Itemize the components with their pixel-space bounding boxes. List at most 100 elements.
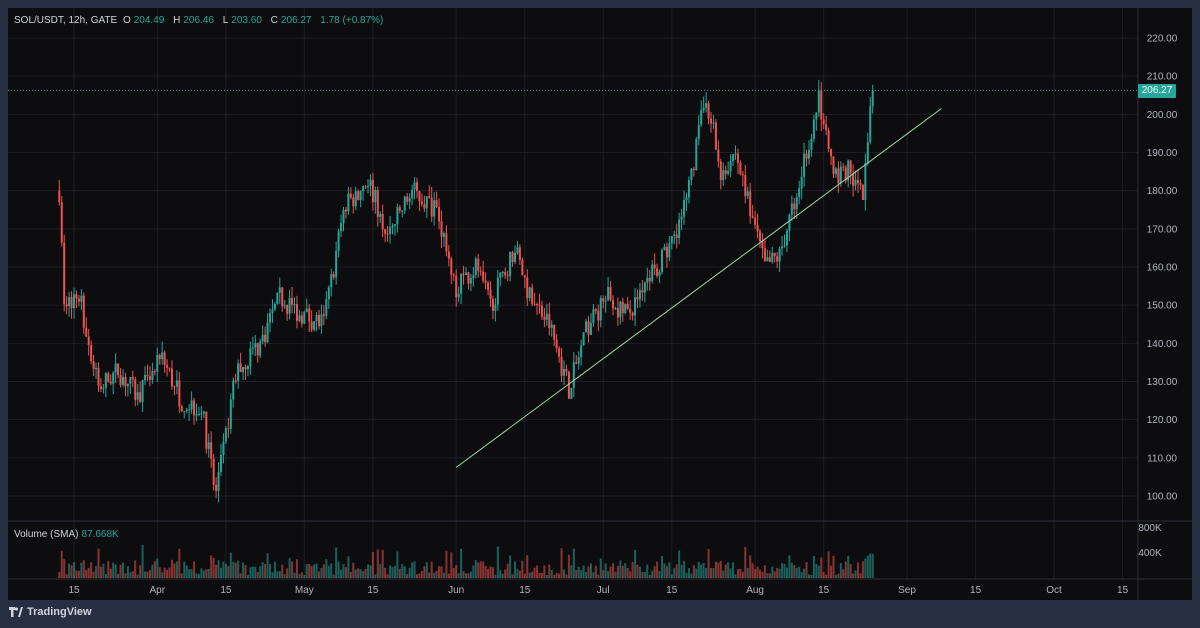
candle-body — [727, 170, 730, 174]
low-value: 203.60 — [231, 15, 262, 26]
candle-body — [156, 354, 159, 372]
candle-body — [364, 186, 367, 188]
volume-bar — [465, 573, 467, 578]
volume-bar — [609, 566, 612, 578]
volume-bar — [393, 565, 396, 578]
volume-bar — [670, 574, 673, 578]
candle-body — [785, 230, 788, 246]
volume-bar — [114, 564, 117, 578]
candle-body — [577, 357, 580, 364]
open-value: 204.49 — [133, 15, 165, 26]
volume-bar — [820, 557, 823, 578]
volume-bar — [305, 564, 308, 578]
candle-body — [719, 161, 722, 181]
volume-bar — [616, 565, 619, 578]
candle-body — [161, 352, 164, 360]
candle-body — [553, 324, 556, 340]
volume-bar — [134, 560, 137, 578]
candle-body — [509, 252, 512, 277]
volume-bar — [643, 571, 646, 578]
candle-body — [85, 327, 88, 337]
candle-body — [393, 224, 396, 226]
volume-bar — [141, 545, 144, 578]
candle-body — [857, 179, 859, 184]
candle-body — [122, 376, 124, 385]
volume-bar — [367, 564, 369, 578]
volume-bar — [102, 563, 105, 578]
time-tick-label: 15 — [68, 585, 80, 596]
candle-body — [810, 138, 813, 151]
candle-body — [112, 372, 115, 384]
volume-bar — [362, 571, 365, 578]
volume-bar — [234, 562, 237, 578]
candle-body — [683, 199, 686, 217]
candle-body — [423, 204, 426, 209]
candle-body — [391, 225, 394, 228]
volume-bar — [636, 564, 639, 578]
candle-body — [234, 380, 237, 382]
volume-bar — [651, 570, 654, 578]
volume-bar — [675, 564, 678, 578]
candle-body — [697, 124, 700, 140]
candle-body — [619, 301, 622, 318]
volume-bar — [202, 570, 205, 578]
volume-bar — [499, 569, 502, 578]
volume-bar — [462, 571, 465, 578]
time-axis: 15 Apr 15 May 15 Jun 15 Jul 15 Aug 15 Sep 15 Oct 15 — [68, 585, 1128, 596]
chart-panel[interactable]: 100.00 110.00 120.00 130.00 140.00 150.00 160.… — [8, 8, 1192, 600]
volume-bar — [469, 571, 472, 578]
chart-canvas[interactable]: 100.00 110.00 120.00 130.00 140.00 150.00 160.… — [8, 8, 1192, 600]
candle-body — [798, 188, 801, 198]
candle-body — [842, 166, 845, 168]
volume-bar — [171, 559, 173, 578]
candle-body — [543, 316, 546, 320]
candle-body — [80, 295, 83, 302]
candle-body — [77, 298, 80, 302]
volume-bar — [589, 563, 592, 578]
candle-body — [658, 271, 661, 276]
candle-body — [558, 348, 561, 357]
volume-bar — [766, 573, 769, 578]
volume-bar — [834, 574, 837, 578]
volume-bars — [58, 545, 874, 578]
symbol-legend[interactable]: SOL/USDT, 12h, GATE O 204.49 H 206.46 L 203… — [14, 15, 386, 29]
volume-bar — [420, 571, 423, 578]
candle-body — [141, 380, 144, 402]
candle-body — [212, 458, 215, 485]
candle-body — [638, 290, 641, 300]
candle-body — [217, 471, 220, 491]
candle-body — [724, 170, 727, 174]
volume-bar — [638, 566, 641, 578]
volume-bar — [63, 559, 66, 578]
symbol-label[interactable]: SOL/USDT, 12h, GATE — [14, 15, 118, 26]
volume-bar — [781, 563, 784, 578]
change-value: 1.78 (+0.87%) — [320, 15, 384, 26]
candle-body — [582, 332, 585, 346]
candle-body — [239, 363, 242, 373]
volume-bar — [548, 564, 551, 578]
candle-body — [523, 275, 526, 278]
volume-legend[interactable]: Volume (SMA) 87.668K — [14, 529, 119, 540]
volume-bar — [577, 566, 580, 578]
volume-bar — [173, 563, 176, 578]
volume-bar — [626, 567, 629, 578]
candle-body — [741, 174, 744, 176]
volume-bar — [523, 573, 526, 578]
candle-body — [185, 409, 188, 412]
candle-body — [139, 392, 142, 402]
price-tick-label: 120.00 — [1147, 415, 1178, 426]
candle-body — [183, 411, 186, 413]
volume-bar — [692, 565, 695, 578]
candle-body — [126, 383, 129, 387]
brand[interactable]: TradingView — [9, 606, 92, 618]
candle-body — [795, 197, 798, 210]
volume-bar — [347, 556, 350, 578]
candle-body — [700, 110, 703, 125]
high-label: H — [173, 15, 181, 26]
volume-bar — [624, 562, 627, 578]
volume-bar — [491, 567, 494, 578]
candle-body — [501, 271, 504, 273]
volume-bar — [839, 563, 842, 578]
volume-bar — [318, 571, 320, 578]
candle-body — [597, 311, 600, 321]
